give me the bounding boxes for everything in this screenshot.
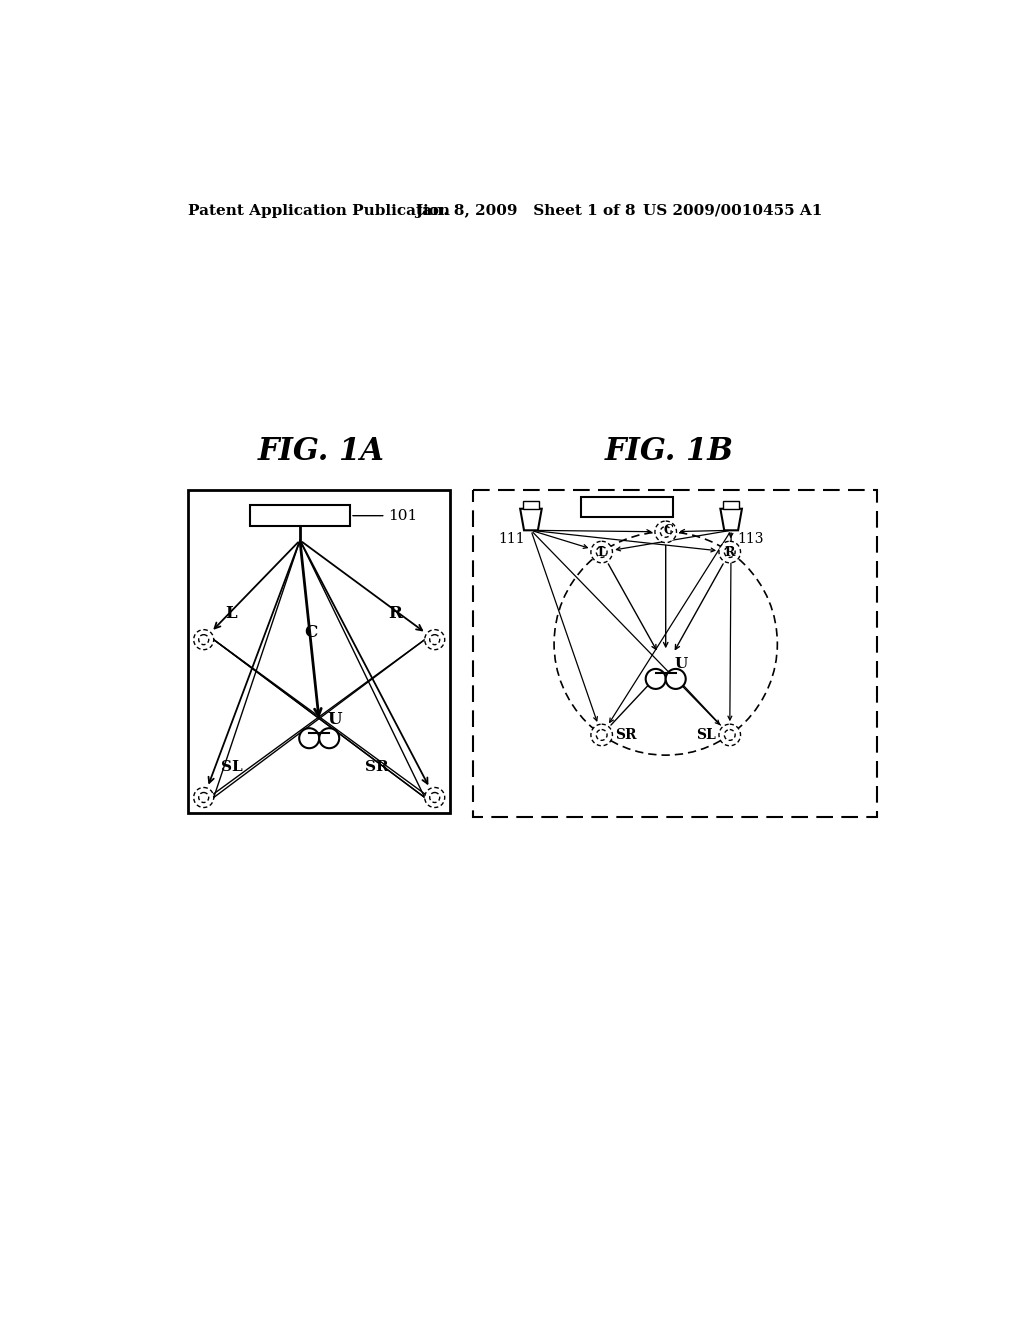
Text: 101: 101	[353, 508, 418, 523]
Polygon shape	[720, 508, 742, 531]
Circle shape	[655, 521, 677, 543]
Polygon shape	[520, 508, 542, 531]
Text: C: C	[304, 624, 317, 640]
Circle shape	[430, 635, 439, 644]
Text: SR: SR	[615, 727, 637, 742]
Bar	[188, 490, 451, 813]
Circle shape	[719, 725, 740, 746]
Text: R: R	[725, 545, 735, 558]
Bar	[473, 490, 878, 817]
Circle shape	[646, 669, 666, 689]
Circle shape	[724, 730, 735, 741]
Circle shape	[591, 725, 612, 746]
Text: SR: SR	[365, 759, 388, 774]
Text: SL: SL	[696, 727, 716, 742]
Circle shape	[319, 729, 339, 748]
Circle shape	[199, 792, 209, 803]
Text: FIG. 1A: FIG. 1A	[258, 436, 385, 466]
Circle shape	[596, 546, 607, 557]
Circle shape	[199, 635, 209, 644]
Text: U: U	[327, 711, 342, 729]
Circle shape	[719, 541, 740, 562]
Text: Patent Application Publication: Patent Application Publication	[188, 203, 451, 218]
Circle shape	[666, 669, 686, 689]
Bar	[581, 498, 674, 517]
Circle shape	[299, 729, 319, 748]
Circle shape	[724, 546, 735, 557]
Circle shape	[194, 630, 214, 649]
Text: C: C	[663, 524, 673, 537]
Text: Jan. 8, 2009   Sheet 1 of 8: Jan. 8, 2009 Sheet 1 of 8	[416, 203, 636, 218]
Circle shape	[430, 792, 439, 803]
Bar	[724, 502, 739, 508]
Circle shape	[660, 527, 671, 537]
Text: R: R	[388, 605, 402, 622]
Text: SL: SL	[220, 759, 243, 774]
Circle shape	[425, 788, 444, 808]
Text: US 2009/0010455 A1: US 2009/0010455 A1	[643, 203, 822, 218]
Text: L: L	[225, 605, 237, 622]
Text: 113: 113	[737, 532, 764, 546]
Text: U: U	[675, 657, 688, 671]
Circle shape	[194, 788, 214, 808]
Text: FIG. 1B: FIG. 1B	[605, 436, 734, 466]
Text: 111: 111	[498, 532, 524, 546]
Circle shape	[591, 541, 612, 562]
Bar	[250, 506, 350, 527]
Circle shape	[596, 730, 607, 741]
Circle shape	[425, 630, 444, 649]
Bar	[523, 502, 539, 508]
Text: L: L	[597, 545, 606, 558]
